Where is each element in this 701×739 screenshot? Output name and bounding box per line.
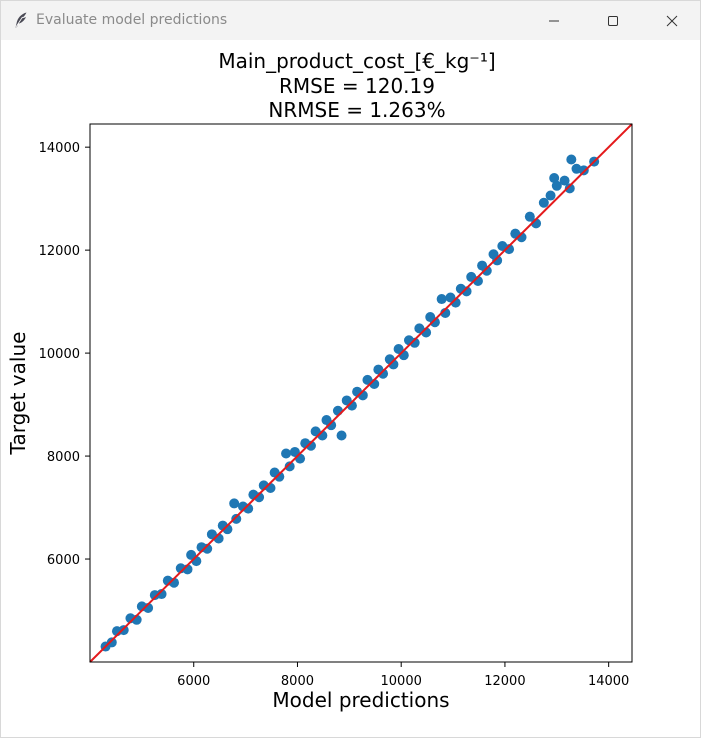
window-title: Evaluate model predictions [36, 12, 228, 28]
data-point [332, 405, 343, 416]
data-point [566, 154, 577, 165]
x-tick-label: 6000 [177, 674, 210, 689]
data-point [274, 471, 285, 482]
y-tick-label: 10000 [39, 347, 80, 362]
data-point [564, 183, 575, 194]
data-point [156, 589, 167, 600]
x-tick-label: 12000 [484, 674, 525, 689]
data-point [202, 543, 213, 554]
plot-area [89, 123, 633, 663]
close-button[interactable] [649, 1, 695, 40]
data-point [524, 211, 535, 222]
x-tick-label: 8000 [281, 674, 314, 689]
data-point [481, 265, 492, 276]
data-point [326, 420, 337, 431]
reference-line [89, 123, 633, 663]
data-point [118, 625, 129, 636]
data-point [305, 440, 316, 451]
close-icon [666, 15, 678, 26]
scatter-chart: Main_product_cost_[€_kg⁻¹] RMSE = 120.19… [6, 49, 633, 712]
y-axis-label: Target value [6, 332, 30, 456]
y-tick-label: 6000 [47, 553, 80, 568]
y-tick-label: 8000 [47, 450, 80, 465]
x-tick-label: 14000 [588, 674, 629, 689]
identity-line [89, 123, 633, 663]
chart-title-line-2: RMSE = 120.19 [279, 74, 435, 98]
chart-title-line-3: NRMSE = 1.263% [268, 98, 445, 122]
x-axis-ticks: 6000 8000 10000 12000 14000 [177, 662, 629, 689]
data-point [295, 453, 306, 464]
minimize-icon [549, 20, 559, 21]
data-point [229, 498, 240, 509]
data-point [551, 180, 562, 191]
data-point [436, 294, 447, 305]
data-point [281, 448, 292, 459]
data-point [336, 430, 347, 441]
data-point [265, 482, 276, 493]
y-tick-label: 14000 [39, 141, 80, 156]
chart-title-line-1: Main_product_cost_[€_kg⁻¹] [218, 49, 495, 73]
data-point [409, 337, 420, 348]
maximize-icon [608, 15, 618, 26]
y-axis-ticks: 6000 8000 10000 12000 14000 [39, 141, 90, 568]
feather-icon [15, 12, 27, 28]
data-point [559, 175, 570, 186]
data-point [545, 190, 556, 201]
data-point [461, 286, 472, 297]
title-bar[interactable]: Evaluate model predictions [1, 1, 700, 40]
data-point [378, 368, 389, 379]
data-point [578, 165, 589, 176]
data-point [429, 317, 440, 328]
data-point [492, 255, 503, 266]
maximize-button[interactable] [590, 1, 636, 40]
data-point [504, 244, 515, 255]
x-tick-label: 10000 [381, 674, 422, 689]
data-point [538, 197, 549, 208]
y-tick-label: 12000 [39, 244, 80, 259]
data-point [284, 461, 295, 472]
data-point [549, 173, 560, 184]
data-point [106, 637, 117, 648]
data-point [254, 492, 265, 503]
data-point [231, 513, 242, 524]
x-axis-label: Model predictions [272, 688, 449, 712]
minimize-button[interactable] [531, 1, 577, 40]
